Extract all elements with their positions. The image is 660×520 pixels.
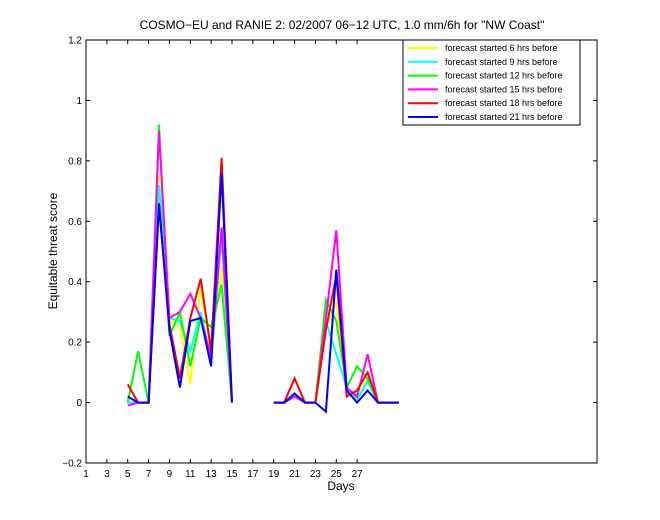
x-tick-label: 9 — [167, 469, 173, 480]
legend-label: forecast started 12 hrs before — [445, 71, 563, 81]
series-segment — [127, 172, 233, 404]
x-axis-title: Days — [327, 479, 354, 493]
y-tick-label: 0.8 — [68, 156, 82, 167]
series-segment — [273, 269, 399, 414]
y-tick-label: 0.4 — [68, 277, 82, 288]
x-tick-label: 21 — [289, 469, 301, 480]
x-tick-label: 25 — [331, 469, 343, 480]
y-tick-label: 0.6 — [68, 217, 82, 228]
legend-box — [402, 39, 581, 126]
legend-label: forecast started 6 hrs before — [445, 43, 558, 53]
legend-label: forecast started 9 hrs before — [445, 57, 558, 67]
tick-layer: 1 3 5 7 9 11 13 15 17 19 21 23 25 27−0.200.20.40.60.8… — [62, 36, 597, 480]
legend-label: forecast started 18 hrs before — [445, 98, 563, 108]
x-tick-label: 11 — [185, 469, 196, 480]
x-tick-label: 13 — [206, 469, 218, 480]
x-tick-label: 23 — [310, 469, 322, 480]
y-tick-label: 1 — [76, 96, 82, 107]
y-tick-label: 0 — [76, 398, 82, 409]
y-tick-label: 0.2 — [68, 338, 82, 349]
x-tick-label: 7 — [146, 469, 152, 480]
legend-label: forecast started 21 hrs before — [445, 112, 563, 122]
chart-title: COSMO−EU and RANIE 2: 02/2007 06−12 UTC,… — [140, 18, 545, 32]
series-layer — [126, 124, 399, 414]
x-tick-label: 17 — [247, 469, 259, 480]
y-axis-title: Equitable threat score — [46, 192, 60, 309]
series-line-6 — [127, 172, 399, 414]
y-tick-label: −0.2 — [62, 459, 82, 470]
legend: forecast started 6 hrs before forecast st… — [402, 39, 581, 126]
x-tick-label: 3 — [104, 469, 110, 480]
y-tick-label: 1.2 — [68, 36, 82, 47]
legend-label: forecast started 15 hrs before — [445, 84, 563, 94]
x-tick-label: 5 — [125, 469, 131, 480]
x-tick-label: 19 — [268, 469, 280, 480]
legend-entries: forecast started 6 hrs before forecast st… — [408, 43, 563, 122]
x-tick-label: 1 — [83, 469, 89, 480]
x-tick-label: 15 — [226, 469, 238, 480]
x-tick-label: 27 — [352, 469, 364, 480]
